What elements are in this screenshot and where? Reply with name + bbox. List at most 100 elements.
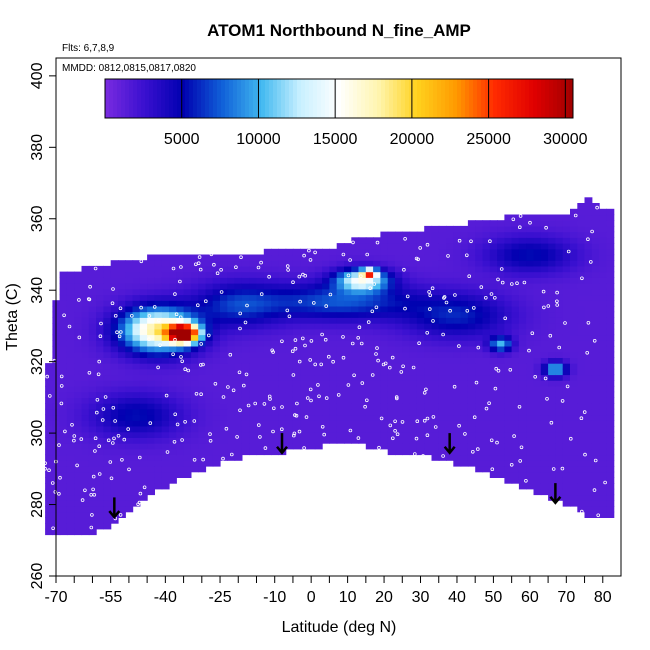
heatmap-cell bbox=[205, 380, 214, 387]
heatmap-cell bbox=[497, 414, 505, 421]
heatmap-cell bbox=[336, 288, 345, 296]
heatmap-cell bbox=[118, 494, 126, 501]
heatmap-cell bbox=[278, 385, 287, 393]
heatmap-cell bbox=[489, 368, 498, 376]
colorbar-segment bbox=[125, 79, 130, 118]
heatmap-cell bbox=[416, 368, 425, 376]
sample-point bbox=[320, 424, 325, 429]
sample-point bbox=[180, 359, 185, 364]
heatmap-cell bbox=[147, 374, 155, 381]
heatmap-cell bbox=[336, 334, 345, 341]
heatmap-cell bbox=[409, 391, 418, 398]
heatmap-cell bbox=[438, 254, 447, 261]
heatmap-cell bbox=[467, 288, 476, 296]
heatmap-cell bbox=[278, 277, 287, 284]
heatmap-cell bbox=[548, 357, 556, 364]
heatmap-cell bbox=[241, 426, 250, 433]
heatmap-cell bbox=[416, 317, 425, 324]
heatmap-cell bbox=[577, 460, 586, 467]
heatmap-cell bbox=[263, 294, 272, 301]
heatmap-cell bbox=[358, 397, 367, 404]
sample-point bbox=[259, 292, 264, 296]
heatmap-cell bbox=[511, 237, 520, 244]
heatmap-cell bbox=[139, 323, 148, 330]
heatmap-cell bbox=[570, 294, 578, 301]
heatmap-cell bbox=[395, 414, 403, 421]
heatmap-cell bbox=[351, 328, 360, 336]
sample-point bbox=[375, 346, 379, 350]
heatmap-cell bbox=[300, 248, 309, 256]
heatmap-cell bbox=[409, 283, 418, 290]
heatmap-cell bbox=[139, 363, 148, 370]
heatmap-cell bbox=[395, 334, 403, 341]
heatmap-cell bbox=[118, 323, 126, 330]
heatmap-cell bbox=[387, 323, 396, 330]
heatmap-cell bbox=[66, 517, 75, 524]
sample-point bbox=[546, 304, 551, 308]
heatmap-cell bbox=[533, 317, 542, 324]
heatmap-cell bbox=[336, 283, 345, 290]
heatmap-cell bbox=[212, 391, 221, 398]
sample-point bbox=[97, 444, 101, 449]
heatmap-cell bbox=[562, 214, 571, 221]
heatmap-cell bbox=[307, 345, 316, 353]
heatmap-cell bbox=[511, 323, 520, 330]
heatmap-cell bbox=[365, 300, 374, 307]
heatmap-cell bbox=[249, 408, 258, 416]
heatmap-cell bbox=[278, 414, 287, 421]
heatmap-cell bbox=[154, 311, 163, 318]
heatmap-cell bbox=[453, 305, 462, 313]
heatmap-cell bbox=[329, 345, 338, 353]
heatmap-cell bbox=[292, 443, 301, 450]
heatmap-cell bbox=[81, 523, 90, 530]
heatmap-cell bbox=[147, 380, 155, 387]
heatmap-cell bbox=[292, 374, 301, 381]
heatmap-cell bbox=[497, 243, 505, 250]
heatmap-cell bbox=[103, 288, 112, 296]
heatmap-cell bbox=[358, 317, 367, 324]
heatmap-cell bbox=[205, 374, 214, 381]
sample-point bbox=[357, 325, 362, 330]
heatmap-cell bbox=[110, 260, 119, 267]
heatmap-cell bbox=[577, 408, 586, 416]
heatmap-cell bbox=[387, 305, 396, 313]
heatmap-cell bbox=[562, 431, 571, 438]
heatmap-cell bbox=[336, 397, 345, 404]
heatmap-cell bbox=[606, 214, 615, 221]
heatmap-cell bbox=[351, 431, 360, 438]
heatmap-cell bbox=[132, 357, 141, 364]
heatmap-cell bbox=[453, 300, 462, 307]
heatmap-cell bbox=[497, 248, 505, 256]
heatmap-cell bbox=[103, 334, 112, 341]
heatmap-cell bbox=[336, 317, 345, 324]
heatmap-cell bbox=[285, 385, 294, 393]
heatmap-cell bbox=[322, 271, 330, 278]
x-tick-label: 20 bbox=[375, 589, 393, 606]
sample-point bbox=[100, 418, 105, 422]
heatmap-cell bbox=[504, 351, 513, 358]
heatmap-cell bbox=[96, 397, 104, 404]
heatmap-cell bbox=[66, 357, 75, 364]
heatmap-cell bbox=[438, 357, 447, 364]
heatmap-cell bbox=[351, 368, 360, 376]
heatmap-cell bbox=[132, 443, 141, 450]
sample-point bbox=[414, 436, 419, 441]
heatmap-cell bbox=[256, 426, 265, 433]
heatmap-cell bbox=[497, 437, 505, 444]
heatmap-cell bbox=[329, 368, 338, 376]
heatmap-cell bbox=[548, 448, 556, 456]
heatmap-cell bbox=[599, 408, 607, 416]
heatmap-cell bbox=[606, 385, 615, 393]
colorbar-segment bbox=[341, 79, 346, 118]
heatmap-cell bbox=[263, 420, 272, 427]
sample-point bbox=[348, 258, 352, 262]
heatmap-cell bbox=[504, 460, 513, 467]
heatmap-cell bbox=[489, 328, 498, 336]
y-axis-label: Theta (C) bbox=[4, 283, 21, 351]
heatmap-cell bbox=[373, 437, 381, 444]
heatmap-cell bbox=[606, 494, 615, 501]
colorbar-segment bbox=[233, 79, 238, 118]
heatmap-cell bbox=[606, 265, 615, 273]
heatmap-cell bbox=[96, 506, 104, 513]
heatmap-cell bbox=[271, 345, 279, 353]
